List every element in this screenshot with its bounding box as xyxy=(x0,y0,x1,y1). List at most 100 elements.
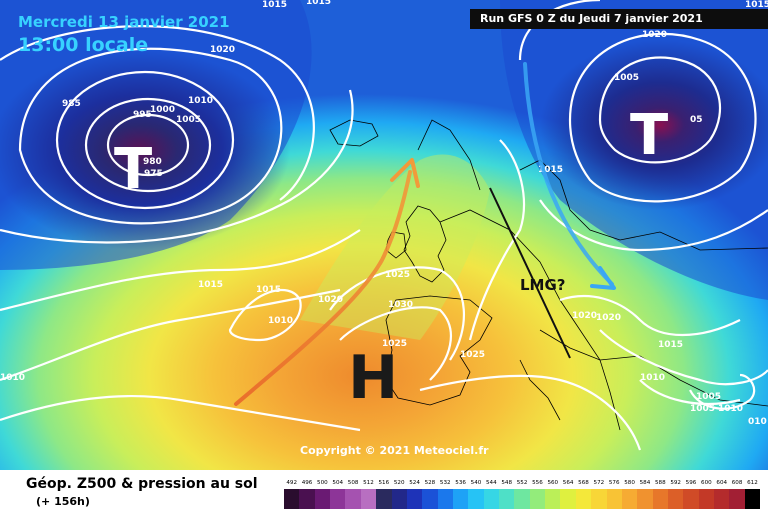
scale-label: 564 xyxy=(562,480,574,486)
scale-swatch xyxy=(606,489,622,509)
scale-label: 544 xyxy=(486,480,497,486)
color-scale: 492 496 500 504 508 512 516 520 524 528 532 536 540 5… xyxy=(284,479,761,509)
scale-label: 576 xyxy=(608,480,620,486)
scale-label: 592 xyxy=(670,480,681,486)
isobar-label: 1010 xyxy=(640,373,665,383)
model-run-banner: Run GFS 0 Z du Jeudi 7 janvier 2021 xyxy=(470,9,768,29)
isobars xyxy=(0,0,768,450)
isobar-label: 1015 xyxy=(745,0,768,10)
isobar-label: 995 xyxy=(133,110,152,120)
scale-swatch xyxy=(529,489,546,509)
scale-label: 556 xyxy=(532,480,543,486)
cold-flow-arrowhead xyxy=(590,266,616,290)
isobar-label: 1015 xyxy=(306,0,331,7)
scale-swatch xyxy=(314,489,331,509)
scale-label: 504 xyxy=(332,480,344,486)
scale-label: 532 xyxy=(439,480,451,486)
isobar-label: 1025 xyxy=(460,350,485,360)
forecast-map: 1015 1015 985 995 1000 1005 980 975 1010… xyxy=(0,0,768,470)
scale-label: 600 xyxy=(701,480,712,486)
scale-swatch xyxy=(667,489,684,509)
scale-swatch xyxy=(483,489,500,509)
scale-swatch xyxy=(299,489,315,509)
lmg-line xyxy=(489,187,571,359)
isobar-label: 980 xyxy=(143,157,162,167)
legend-title: Géop. Z500 & pression au sol xyxy=(26,476,258,492)
lmg-label: LMG? xyxy=(520,276,566,294)
forecast-time: 13:00 locale xyxy=(18,34,149,56)
isobar-label: 1025 xyxy=(385,270,410,280)
isobar-label: 1010 xyxy=(268,316,293,326)
scale-label: 492 xyxy=(286,480,298,486)
isobar-label: 1015 xyxy=(658,340,683,350)
scale-swatch xyxy=(330,489,346,509)
scale-label: 572 xyxy=(593,480,605,486)
isobar-label: 1005 xyxy=(614,73,639,83)
low-core-east xyxy=(540,40,768,210)
isobar-label: 1010 xyxy=(718,404,743,414)
scale-swatch xyxy=(621,489,638,509)
scale-label: 520 xyxy=(393,480,405,486)
scale-swatch xyxy=(391,489,407,509)
scale-swatch xyxy=(575,489,592,509)
forecast-range: (+ 156h) xyxy=(36,495,90,508)
coastlines xyxy=(329,119,768,431)
isobar-label: 1015 xyxy=(256,285,281,295)
isobar-label: 1015 xyxy=(198,280,223,290)
scale-swatch xyxy=(376,489,392,509)
scale-swatch xyxy=(437,489,453,509)
isobar-label: 1030 xyxy=(388,300,413,310)
scale-label: 568 xyxy=(578,480,589,486)
high-pressure: H xyxy=(348,343,398,413)
color-scale-swatches xyxy=(284,489,761,509)
isobar-label: 975 xyxy=(144,169,163,179)
scale-label: 524 xyxy=(409,480,420,486)
scale-swatch xyxy=(284,489,300,509)
scale-label: 612 xyxy=(747,480,758,486)
scale-label: 584 xyxy=(639,480,651,486)
scale-swatch xyxy=(560,489,576,509)
copyright-notice: Copyright © 2021 Meteociel.fr xyxy=(300,444,489,457)
isobar-label: 1015 xyxy=(538,165,563,175)
isobar-label: 1005 xyxy=(176,115,201,125)
isobar-label: 1000 xyxy=(150,105,175,115)
scale-label: 596 xyxy=(685,480,697,486)
isobar-label: 1005 xyxy=(690,404,715,414)
isobar-label: 1020 xyxy=(318,295,343,305)
scale-label: 608 xyxy=(731,480,743,486)
scale-label: 508 xyxy=(347,480,359,486)
scale-swatch xyxy=(637,489,653,509)
scale-swatch xyxy=(591,489,607,509)
isobar-label: 05 xyxy=(690,115,703,125)
scale-label: 496 xyxy=(301,480,313,486)
scale-label: 536 xyxy=(455,480,466,486)
scale-label: 580 xyxy=(624,480,635,486)
scale-swatch xyxy=(652,489,668,509)
warm-advection-arrowhead xyxy=(390,158,420,188)
forecast-date: Mercredi 13 janvier 2021 xyxy=(18,13,230,31)
scale-label: 552 xyxy=(516,480,528,486)
scale-label: 548 xyxy=(501,480,513,486)
scale-swatch xyxy=(714,489,730,509)
scale-swatch xyxy=(514,489,530,509)
scale-swatch xyxy=(729,489,745,509)
low-pressure-west: T xyxy=(114,137,152,202)
scale-swatch xyxy=(683,489,699,509)
isobar-label: 1015 xyxy=(262,0,287,10)
isobar-label: 1020 xyxy=(210,45,235,55)
scale-label: 604 xyxy=(716,480,728,486)
scale-swatch xyxy=(452,489,469,509)
isobar-label: 1020 xyxy=(596,313,621,323)
isobar-label: 985 xyxy=(62,99,81,109)
scale-label: 560 xyxy=(547,480,559,486)
isobar-label: 1010 xyxy=(0,373,25,383)
scale-swatch xyxy=(545,489,561,509)
scale-label: 540 xyxy=(470,480,482,486)
scale-swatch xyxy=(422,489,438,509)
scale-label: 512 xyxy=(363,480,374,486)
isobar-label: 1005 xyxy=(696,392,721,402)
scale-swatch xyxy=(406,489,423,509)
warm-tongue-north xyxy=(300,154,490,340)
cold-flow-arrow xyxy=(523,62,614,286)
